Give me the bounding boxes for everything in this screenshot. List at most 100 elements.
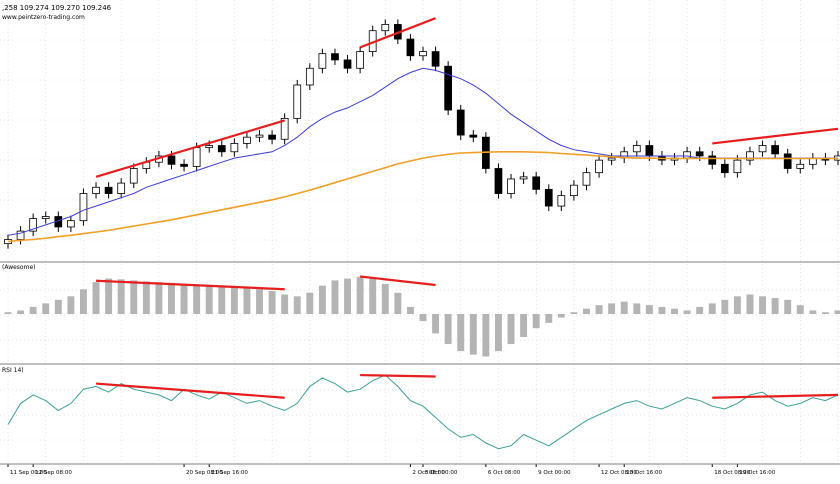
- axis-tick-label: 12 Sep 08:00: [35, 470, 72, 476]
- ao-bar: [821, 312, 829, 314]
- candle-body: [92, 186, 100, 194]
- ao-bar: [54, 299, 62, 314]
- candle-body: [67, 220, 75, 228]
- axis-tick-label: 21 Sep 16:00: [211, 470, 248, 476]
- watermark-text: www.peintzero-trading.com: [2, 14, 85, 21]
- candle-body: [243, 136, 251, 144]
- candle-body: [595, 159, 603, 174]
- candle-body: [645, 145, 654, 157]
- ao-bar: [29, 306, 37, 314]
- candle-body: [29, 218, 38, 232]
- candle-body: [419, 51, 427, 57]
- candle-body: [720, 163, 729, 174]
- ao-divergence-line: [359, 275, 436, 287]
- ao-bar: [117, 279, 125, 314]
- candle-body: [758, 145, 767, 153]
- candle-body: [683, 151, 691, 159]
- ao-bar: [633, 303, 641, 314]
- ao-bar: [444, 314, 452, 345]
- candle-body: [293, 84, 302, 119]
- ao-bar: [130, 280, 138, 314]
- candle-body: [41, 216, 50, 219]
- ao-bar: [193, 284, 201, 314]
- ao-bar: [205, 285, 213, 314]
- candle-body: [431, 51, 440, 67]
- ao-bar: [696, 306, 704, 314]
- candle-body: [746, 151, 754, 161]
- rsi-line: [7, 374, 839, 450]
- price-divergence-line: [712, 127, 839, 145]
- rsi-divergence-line: [95, 382, 285, 399]
- candle-body: [733, 159, 742, 174]
- ao-bar: [645, 305, 653, 314]
- ao-bar: [809, 310, 817, 314]
- rsi-panel-label: RSI 14): [2, 367, 24, 374]
- ao-bar: [759, 296, 767, 314]
- candle-body: [570, 184, 578, 197]
- awesome-oscillator-panel[interactable]: [4, 276, 840, 357]
- candle-body: [318, 53, 327, 69]
- candle-body: [129, 168, 138, 184]
- axis-tick-label: 13 Oct 16:00: [626, 470, 662, 476]
- divergence-lines: [95, 17, 839, 399]
- axis-tick-label: 18 Oct 08:00: [714, 470, 750, 476]
- ao-bar: [256, 289, 263, 314]
- candle-body: [180, 163, 188, 167]
- candle-body: [117, 182, 126, 194]
- candle-body: [331, 53, 339, 61]
- axis-tick-label: 3 Oct 00:00: [425, 470, 458, 476]
- candle-body: [469, 134, 478, 138]
- ao-bar: [344, 278, 352, 314]
- candle-body: [771, 145, 779, 155]
- price-panel[interactable]: [4, 19, 840, 249]
- ao-bar: [520, 314, 528, 337]
- candle-body: [582, 172, 591, 186]
- candle-body: [255, 134, 264, 138]
- candle-body: [343, 59, 352, 69]
- rsi-divergence-line: [360, 373, 436, 378]
- candle-body: [381, 24, 390, 32]
- axis-tick-label: 20 Sep 08:00: [186, 470, 223, 476]
- ao-bar: [67, 296, 75, 314]
- ao-bar: [796, 305, 804, 314]
- ao-bar: [432, 314, 440, 334]
- candle-body: [217, 145, 226, 153]
- candle-body: [695, 151, 704, 157]
- ao-bar: [469, 314, 477, 355]
- ao-bar: [620, 301, 628, 314]
- candle-body: [607, 157, 616, 161]
- axis-tick-label: 12 Oct 08:00: [601, 470, 637, 476]
- candle-body: [280, 117, 289, 140]
- axis-tick-label: 2 Oct 08:00: [412, 470, 445, 476]
- candle-body: [532, 176, 541, 190]
- candle-body: [356, 51, 364, 69]
- candle-body: [708, 155, 717, 165]
- ao-bar: [105, 278, 113, 314]
- ao-bar: [243, 287, 251, 314]
- ao-bar: [557, 314, 565, 318]
- rsi-divergence-line: [712, 393, 839, 399]
- ao-bar: [746, 294, 754, 314]
- ao-bar: [331, 280, 339, 314]
- axis-tick-label: 11 Sep 00:00: [10, 470, 47, 476]
- ao-bar: [608, 303, 616, 314]
- ao-bar: [394, 292, 402, 314]
- ohlc-readout: ,258 109.274 109.270 109.246: [2, 4, 112, 12]
- ao-bar: [419, 314, 427, 322]
- ao-bar: [180, 283, 188, 314]
- ao-bar: [708, 303, 716, 314]
- ao-bar: [494, 314, 502, 352]
- ao-bar: [482, 314, 490, 357]
- ao-bar: [17, 310, 25, 314]
- ao-bar: [92, 282, 100, 314]
- price-divergence-line: [95, 119, 285, 178]
- candle-body: [444, 65, 453, 111]
- ao-divergence-line: [95, 279, 285, 291]
- candle-body: [494, 168, 503, 194]
- rsi-panel[interactable]: [7, 374, 839, 450]
- ao-bar: [834, 310, 840, 314]
- ao-bar: [457, 314, 465, 352]
- candle-body: [519, 176, 528, 180]
